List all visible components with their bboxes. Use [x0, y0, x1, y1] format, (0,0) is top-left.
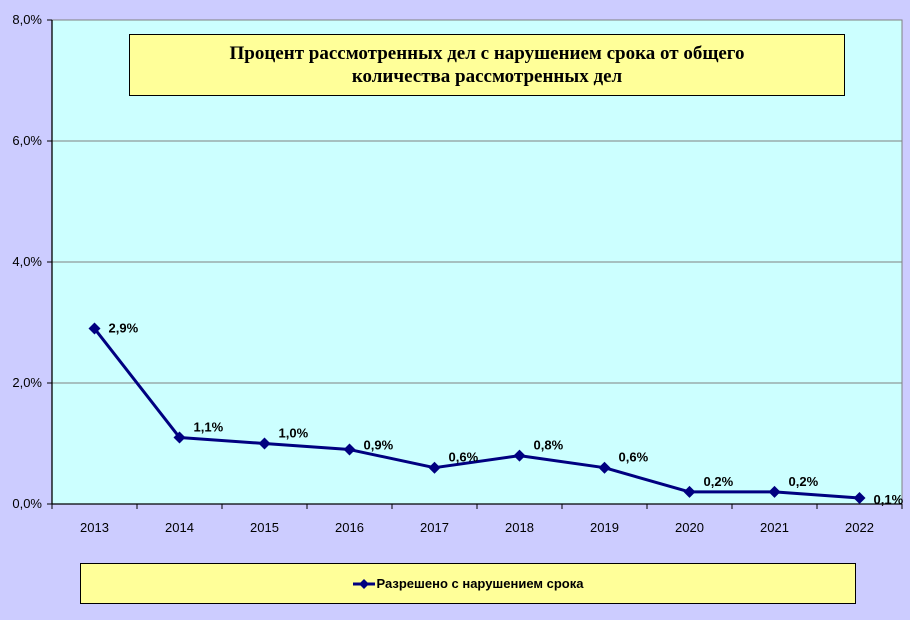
- data-label: 0,2%: [704, 474, 734, 489]
- x-tick-label: 2021: [760, 520, 789, 535]
- x-tick-label: 2014: [165, 520, 194, 535]
- diamond-marker-icon: [343, 443, 356, 456]
- legend-label: Разрешено с нарушением срока: [376, 576, 584, 591]
- diamond-marker-icon: [173, 431, 186, 444]
- data-label: 0,8%: [534, 438, 564, 453]
- y-axis: 0,0% 2,0% 4,0% 6,0% 8,0%: [12, 12, 53, 511]
- data-label: 0,2%: [789, 474, 819, 489]
- x-tick-label: 2019: [590, 520, 619, 535]
- legend: Разрешено с нарушением срока: [80, 563, 856, 604]
- data-label: 0,9%: [364, 438, 394, 453]
- diamond-marker-icon: [428, 461, 441, 474]
- x-tick-label: 2017: [420, 520, 449, 535]
- y-tick-label: 0,0%: [12, 496, 42, 511]
- y-tick-label: 6,0%: [12, 133, 42, 148]
- x-tick-label: 2015: [250, 520, 279, 535]
- x-tick-label: 2020: [675, 520, 704, 535]
- data-label: 0,6%: [449, 450, 479, 465]
- diamond-marker-icon: [513, 449, 526, 462]
- data-label: 1,0%: [279, 426, 309, 441]
- diamond-marker-icon: [88, 322, 101, 335]
- y-tick-label: 4,0%: [12, 254, 42, 269]
- x-tick-label: 2016: [335, 520, 364, 535]
- data-label: 0,6%: [619, 450, 649, 465]
- diamond-marker-icon: [598, 461, 611, 474]
- diamond-line-marker-icon: [352, 578, 375, 589]
- diamond-marker-icon: [258, 437, 271, 450]
- diamond-marker-icon: [768, 485, 781, 498]
- diamond-marker-icon: [683, 485, 696, 498]
- series-line: [93, 327, 860, 500]
- x-axis: 2013 2014 2015 2016 2017 2018 2019 2020 2021 2022: [51, 503, 903, 535]
- chart-title-line-2: количества рассмотренных дел: [351, 66, 623, 87]
- x-tick-label: 2022: [845, 520, 874, 535]
- data-series: [88, 322, 866, 504]
- x-tick-label: 2018: [505, 520, 534, 535]
- data-label: 2,9%: [109, 321, 139, 336]
- chart-title-line-1: Процент рассмотренных дел с нарушением с…: [229, 43, 745, 64]
- y-tick-label: 8,0%: [12, 12, 42, 27]
- y-tick-label: 2,0%: [12, 375, 42, 390]
- data-label: 1,1%: [194, 419, 224, 434]
- gridlines: [52, 140, 902, 384]
- diamond-marker-icon: [853, 491, 866, 504]
- data-labels: 2,9% 1,1% 1,0% 0,9% 0,6% 0,8% 0,6% 0,2% 0,2% 0,1%: [109, 321, 904, 507]
- x-tick-label: 2013: [80, 520, 109, 535]
- chart-title: Процент рассмотренных дел с нарушением с…: [129, 34, 845, 96]
- data-label: 0,1%: [874, 492, 904, 507]
